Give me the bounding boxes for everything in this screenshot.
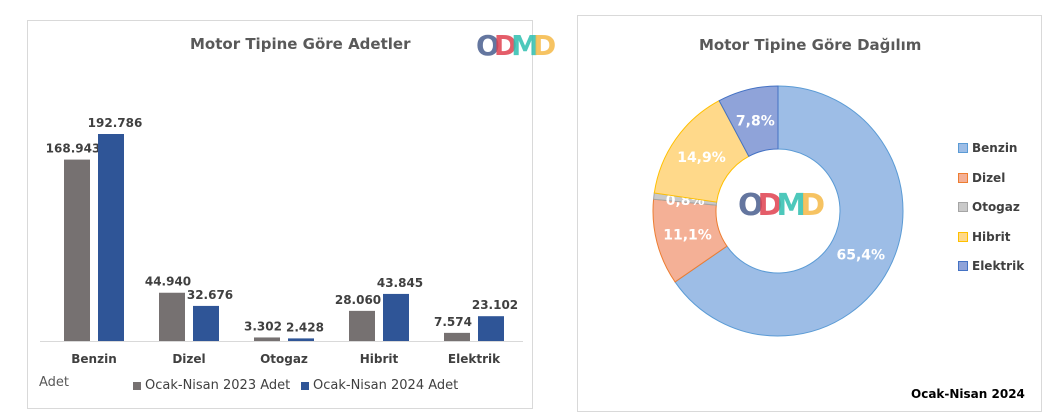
donut-slice bbox=[718, 85, 779, 157]
legend-label: Ocak-Nisan 2024 Adet bbox=[313, 378, 459, 393]
category-label: Hibrit bbox=[360, 352, 399, 366]
legend-swatch bbox=[958, 172, 968, 183]
y-axis-label: Adet bbox=[39, 375, 70, 390]
bar bbox=[98, 134, 124, 341]
legend-item-benzin: Benzin bbox=[958, 141, 1017, 155]
bar bbox=[349, 310, 375, 341]
category-label: Dizel bbox=[172, 352, 205, 366]
bar bbox=[254, 337, 280, 341]
data-label: 23.102 bbox=[472, 298, 518, 312]
odmd-logo-center: ODMD bbox=[738, 188, 825, 223]
bar bbox=[478, 316, 504, 341]
legend-item-elektrik: Elektrik bbox=[958, 259, 1024, 273]
legend-label: Dizel bbox=[972, 170, 1006, 185]
legend-swatch bbox=[958, 261, 968, 271]
legend-item-2024: Ocak-Nisan 2024 Adet bbox=[301, 378, 458, 393]
legend-item-dizel: Dizel bbox=[958, 171, 1005, 185]
legend-label: Otogaz bbox=[972, 200, 1020, 214]
legend-label: Hibrit bbox=[972, 229, 1011, 244]
data-label: 28.060 bbox=[335, 293, 381, 307]
slice-label: 7,8% bbox=[736, 113, 775, 129]
legend-item-2023: Ocak-Nisan 2023 Adet bbox=[133, 378, 290, 393]
bar bbox=[383, 293, 409, 341]
legend-swatch bbox=[958, 143, 968, 153]
bar bbox=[193, 305, 219, 341]
data-label: 44.940 bbox=[145, 275, 191, 289]
bar bbox=[64, 159, 90, 341]
bar bbox=[159, 292, 185, 341]
data-label: 43.845 bbox=[377, 276, 423, 290]
legend-item-otogaz: Otogaz bbox=[958, 200, 1020, 214]
data-label: 168.943 bbox=[46, 142, 101, 156]
period-label: Ocak-Nisan 2024 bbox=[911, 387, 1025, 401]
legend-label: Elektrik bbox=[972, 259, 1025, 273]
legend-swatch bbox=[958, 202, 968, 212]
data-label: 192.786 bbox=[88, 116, 143, 130]
slice-label: 11,1% bbox=[663, 228, 712, 244]
donut-plot: 65,4%11,1%0,8%14,9%7,8% bbox=[652, 85, 904, 337]
slice-label: 14,9% bbox=[677, 150, 726, 166]
data-label: 3.302 bbox=[244, 319, 282, 333]
donut-slice bbox=[674, 85, 904, 337]
legend-label: Ocak-Nisan 2023 Adet bbox=[145, 378, 291, 393]
category-label: Otogaz bbox=[260, 352, 308, 366]
bar-chart-panel: Motor Tipine Göre Adetler ODMD 168.943 19… bbox=[27, 20, 556, 409]
data-label: 32.676 bbox=[187, 288, 233, 302]
legend-swatch bbox=[958, 231, 968, 242]
donut-chart-panel: Motor Tipine Göre Dağılım 65,4% 11,1% 0,8%… bbox=[577, 15, 1042, 412]
category-label: Elektrik bbox=[448, 352, 501, 366]
data-label: 2.428 bbox=[286, 320, 324, 334]
bar bbox=[288, 338, 314, 341]
donut-chart-title: Motor Tipine Göre Dağılım bbox=[699, 36, 922, 54]
legend-label: Benzin bbox=[972, 141, 1018, 155]
bar-chart-title: Motor Tipine Göre Adetler bbox=[190, 35, 411, 53]
slice-label: 65,4% bbox=[836, 247, 885, 263]
bar bbox=[444, 332, 470, 341]
data-label: 7.574 bbox=[434, 315, 472, 329]
legend-item-hibrit: Hibrit bbox=[958, 230, 1011, 244]
category-label: Benzin bbox=[71, 352, 116, 366]
